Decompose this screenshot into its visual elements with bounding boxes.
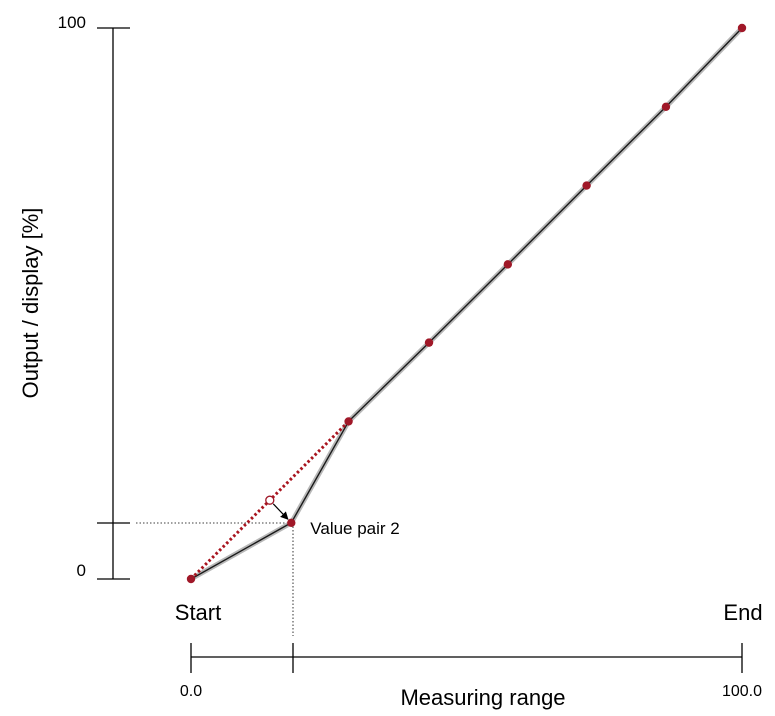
original-point-marker	[265, 495, 275, 505]
y-tick-label-100: 100	[58, 13, 86, 32]
data-point-marker	[287, 518, 296, 527]
shift-arrow	[272, 503, 289, 520]
start-label: Start	[175, 600, 221, 625]
series-layer	[189, 26, 744, 582]
marker-layer	[186, 23, 747, 584]
x-axis: 0.0 100.0 Measuring range Start End	[175, 600, 763, 710]
data-point-marker	[186, 574, 196, 584]
end-label: End	[723, 600, 762, 625]
data-point-marker	[503, 260, 513, 269]
data-point-marker	[344, 417, 353, 426]
x-tick-label-start: 0.0	[180, 683, 202, 700]
data-point-marker	[424, 338, 434, 347]
data-point-marker	[661, 102, 671, 111]
data-point-marker	[582, 181, 591, 190]
y-tick-label-0: 0	[77, 561, 86, 580]
linearization-curve	[190, 27, 743, 580]
value-pair-2-label: Value pair 2	[310, 519, 399, 538]
data-point-marker	[737, 23, 747, 33]
y-axis-title: Output / display [%]	[18, 208, 43, 399]
x-tick-label-end: 100.0	[722, 683, 762, 700]
y-axis: 100 0 Output / display [%]	[18, 13, 130, 580]
x-axis-title: Measuring range	[400, 685, 565, 710]
annotation-layer: Value pair 2	[272, 503, 400, 538]
